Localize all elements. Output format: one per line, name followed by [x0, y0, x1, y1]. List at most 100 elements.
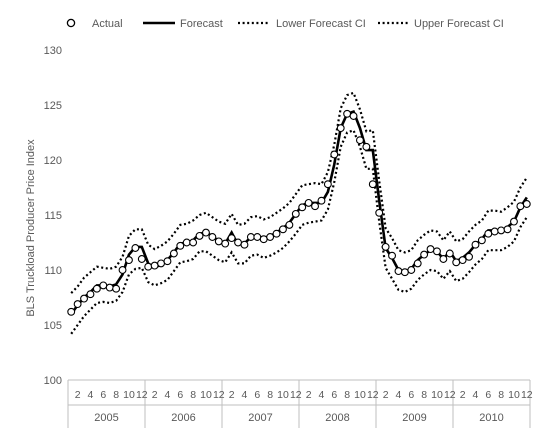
data-point	[522, 200, 531, 208]
y-tick-label: 120	[44, 155, 62, 167]
series-line-lower-forecast-ci	[70, 128, 528, 335]
legend-marker-actual	[66, 18, 76, 28]
x-tick-label: 6	[254, 389, 260, 401]
data-point	[266, 233, 275, 241]
x-tick-label: 12	[444, 389, 456, 401]
data-point	[471, 240, 480, 249]
x-tick-label: 8	[113, 389, 119, 401]
data-point	[105, 283, 114, 292]
x-tick-label: 12	[136, 389, 148, 401]
x-tick-label: 2	[306, 389, 312, 401]
data-point	[420, 250, 429, 259]
x-tick-label: 2	[460, 389, 466, 401]
legend-label: Actual	[92, 18, 123, 30]
data-point	[208, 233, 217, 241]
legend-label: Forecast	[180, 18, 223, 30]
data-point	[381, 242, 390, 251]
x-tick-label: 4	[319, 389, 325, 401]
data-point	[285, 220, 294, 229]
data-point	[112, 284, 121, 293]
year-label: 2008	[325, 412, 349, 424]
x-tick-label: 10	[200, 389, 212, 401]
x-tick-label: 10	[123, 389, 135, 401]
data-point	[375, 208, 384, 217]
data-point	[182, 238, 191, 247]
data-point	[413, 259, 422, 268]
y-tick-label: 115	[44, 210, 62, 222]
x-tick-label: 4	[165, 389, 171, 401]
data-point	[150, 261, 159, 270]
x-tick-label: 4	[242, 389, 248, 401]
data-point	[465, 252, 473, 261]
data-point	[368, 180, 377, 189]
x-tick-label: 4	[473, 389, 479, 401]
x-tick-label: 4	[396, 389, 402, 401]
data-point	[298, 203, 307, 212]
data-point	[157, 259, 165, 268]
data-point	[445, 249, 454, 258]
legend: Actual Forecast Lower Forecast CI Upper For…	[66, 18, 504, 30]
x-tick-label: 8	[498, 389, 504, 401]
data-point	[221, 239, 230, 248]
actual-markers	[67, 109, 531, 316]
y-tick-label: 125	[44, 100, 62, 112]
y-tick-label: 105	[44, 320, 62, 332]
x-tick-label: 2	[75, 389, 81, 401]
year-label: 2007	[248, 412, 272, 424]
data-point	[214, 237, 223, 246]
data-point	[92, 284, 101, 293]
x-tick-label: 8	[421, 389, 427, 401]
data-point	[195, 231, 204, 240]
data-point	[484, 229, 493, 238]
legend-label: Upper Forecast CI	[414, 18, 504, 30]
data-point	[426, 245, 435, 254]
data-point	[86, 290, 95, 299]
x-tick-label: 2	[229, 389, 235, 401]
data-point	[240, 240, 249, 249]
year-label: 2010	[479, 412, 503, 424]
y-axis: 100 105 110 115 120 125 130	[44, 45, 62, 387]
data-point	[516, 202, 525, 211]
data-point	[227, 234, 236, 243]
data-point	[336, 124, 345, 133]
legend-label: Lower Forecast CI	[276, 18, 366, 30]
x-tick-label: 8	[267, 389, 273, 401]
data-point	[439, 255, 448, 263]
data-point	[362, 142, 371, 151]
data-point	[433, 247, 441, 256]
y-tick-label: 110	[44, 265, 62, 277]
x-tick-label: 6	[485, 389, 491, 401]
data-point	[400, 268, 409, 277]
data-point	[163, 257, 172, 266]
data-point	[343, 109, 352, 118]
x-tick-label: 10	[354, 389, 366, 401]
data-point	[291, 209, 300, 218]
y-tick-label: 130	[44, 45, 62, 57]
data-point	[176, 241, 185, 250]
data-point	[234, 238, 242, 247]
data-point	[279, 225, 287, 234]
data-point	[73, 300, 82, 309]
year-label: 2009	[402, 412, 426, 424]
data-point	[272, 229, 281, 238]
data-point	[510, 217, 518, 226]
data-point	[490, 227, 499, 236]
x-tick-label: 6	[408, 389, 414, 401]
year-label: 2006	[171, 412, 195, 424]
data-point	[477, 236, 486, 245]
data-point	[169, 249, 178, 258]
data-point	[317, 196, 326, 205]
data-point	[304, 198, 313, 207]
data-point	[407, 266, 416, 274]
data-point	[349, 112, 358, 120]
x-tick-label: 4	[88, 389, 94, 401]
x-tick-label: 6	[331, 389, 337, 401]
x-tick-label: 12	[521, 389, 533, 401]
data-point	[458, 256, 467, 265]
x-tick-label: 10	[277, 389, 289, 401]
data-point	[330, 150, 339, 159]
x-tick-label: 2	[383, 389, 389, 401]
x-tick-label: 12	[290, 389, 302, 401]
